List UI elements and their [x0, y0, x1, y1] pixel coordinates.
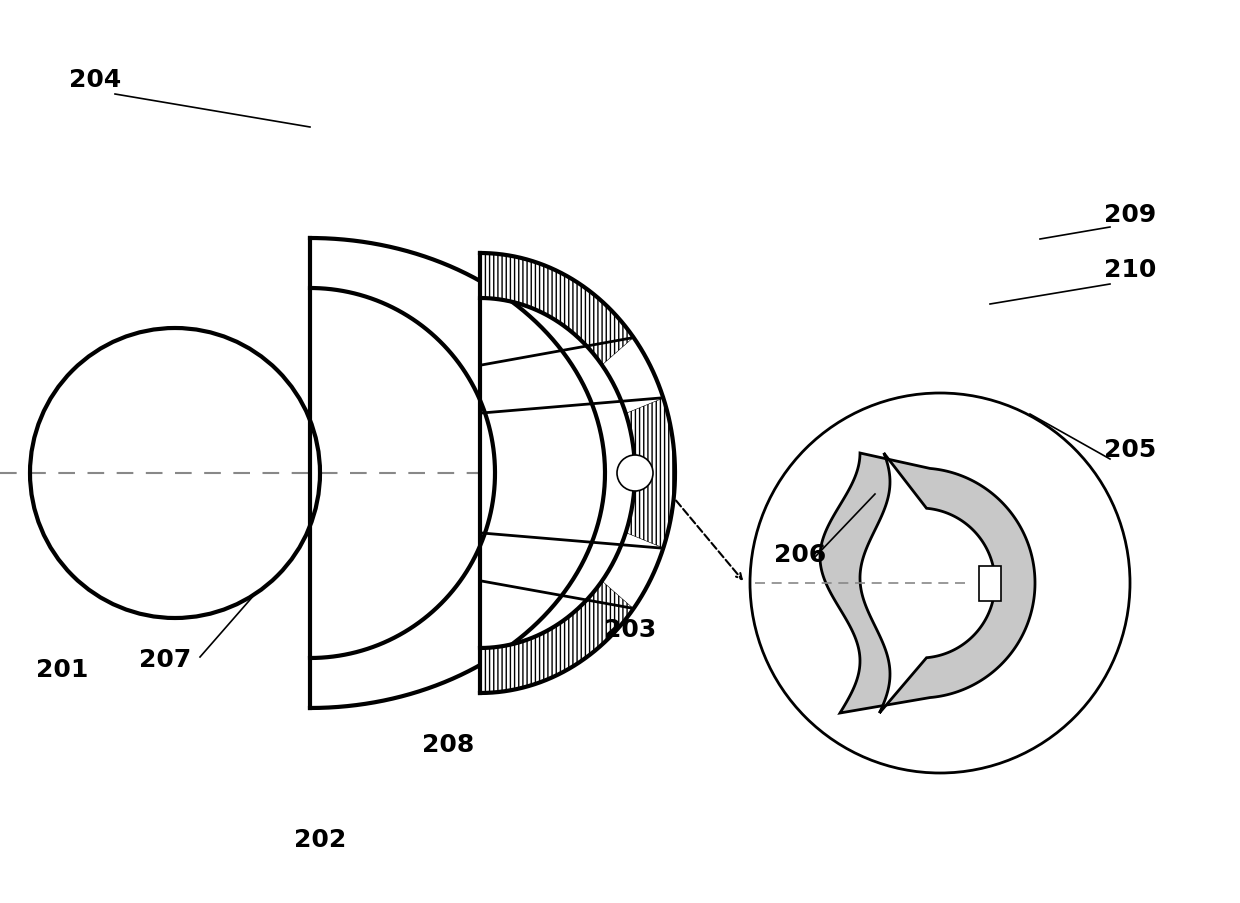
- Polygon shape: [603, 534, 663, 609]
- Text: 204: 204: [69, 68, 122, 92]
- Polygon shape: [626, 398, 675, 549]
- Polygon shape: [861, 453, 994, 713]
- Text: 209: 209: [1104, 203, 1156, 227]
- Bar: [980, 566, 1001, 600]
- Polygon shape: [480, 254, 634, 366]
- Text: 210: 210: [1104, 257, 1156, 282]
- Text: 207: 207: [139, 647, 191, 671]
- Text: 202: 202: [294, 827, 346, 851]
- Text: 206: 206: [774, 543, 826, 566]
- Polygon shape: [480, 254, 675, 694]
- Circle shape: [618, 455, 653, 491]
- Polygon shape: [820, 453, 1035, 713]
- Polygon shape: [480, 299, 635, 648]
- Text: 208: 208: [422, 732, 474, 756]
- Text: 203: 203: [604, 618, 656, 641]
- Polygon shape: [603, 339, 663, 414]
- Polygon shape: [310, 238, 605, 708]
- Text: 205: 205: [1104, 438, 1156, 461]
- Text: 201: 201: [36, 657, 88, 681]
- Polygon shape: [480, 582, 634, 694]
